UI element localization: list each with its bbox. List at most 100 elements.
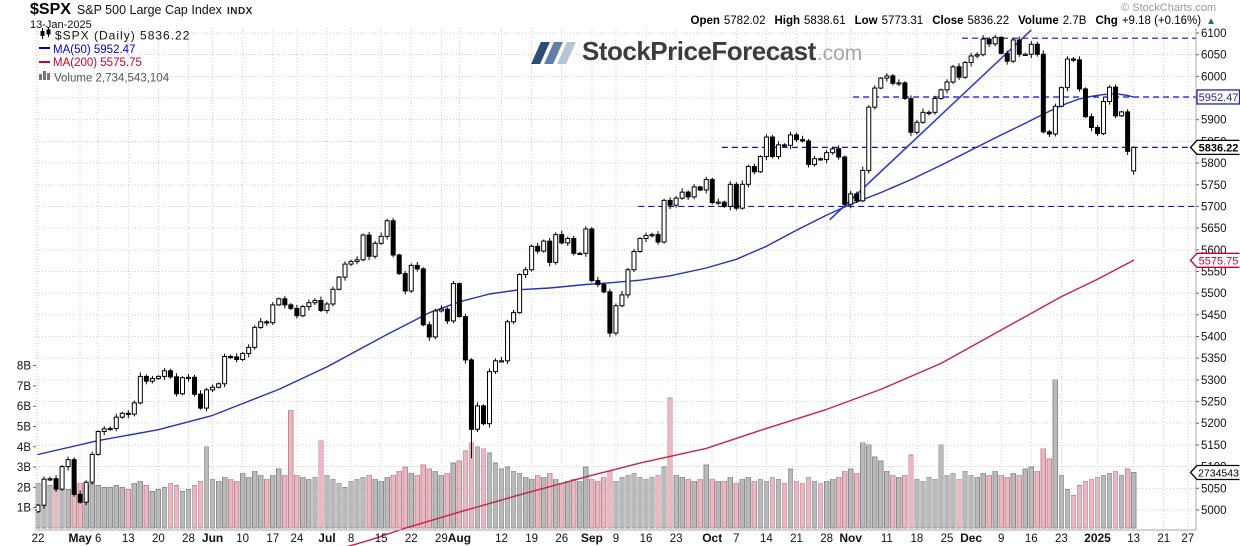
- candle-up: [354, 259, 360, 263]
- candle-up: [47, 478, 53, 481]
- volume-bar: [842, 470, 848, 529]
- volume-bar: [980, 472, 986, 529]
- volume-bar: [884, 470, 890, 529]
- candle-down: [733, 183, 739, 209]
- candle-up: [637, 238, 643, 253]
- watermark-brand: StockPriceForecast: [582, 36, 816, 66]
- candle-up: [896, 82, 902, 85]
- candle-down: [420, 268, 426, 326]
- candle-up: [432, 310, 438, 338]
- candle-up: [703, 179, 709, 191]
- volume-bar: [829, 478, 836, 529]
- volume-bar: [902, 474, 908, 529]
- volume-bar: [444, 472, 451, 529]
- candle-down: [571, 238, 577, 254]
- price-tick-label: 5200: [1201, 418, 1227, 430]
- candle-down: [751, 166, 757, 173]
- candle-down: [143, 375, 149, 382]
- date-tick-label: 9: [998, 533, 1004, 545]
- candle-up: [962, 61, 968, 78]
- date-tick-label: 29: [435, 533, 448, 545]
- volume-bar: [854, 472, 860, 529]
- volume-bar: [1040, 448, 1046, 529]
- volume-bar: [456, 460, 463, 529]
- candle-up: [179, 377, 185, 395]
- candle-up: [342, 263, 348, 278]
- volume-bar: [1106, 472, 1113, 529]
- price-tick-label: 5400: [1201, 332, 1227, 344]
- volume-bar: [318, 440, 324, 529]
- axis-label-box: 5575.75: [1199, 255, 1239, 267]
- grid-horizontal: [36, 32, 1196, 511]
- date-tick-label: 26: [555, 533, 568, 545]
- volume-bar: [197, 480, 204, 529]
- date-tick-label: 16: [1025, 533, 1038, 545]
- candle-down: [366, 234, 372, 257]
- candle-down: [854, 193, 860, 202]
- volume-bar: [823, 480, 830, 529]
- volume-bar: [709, 478, 715, 529]
- candle-up: [932, 97, 938, 113]
- volume-bar: [1034, 470, 1040, 529]
- candle-up: [1052, 105, 1058, 135]
- volume-bar: [968, 474, 974, 529]
- change-label: Chg: [1095, 15, 1118, 27]
- candle-up: [541, 240, 547, 252]
- candle-down: [192, 376, 198, 395]
- date-tick-label: 12: [495, 533, 508, 545]
- legend-ma200-label: MA(200) 5575.75: [53, 57, 142, 69]
- candle-down: [444, 308, 450, 322]
- candle-down: [456, 283, 462, 318]
- volume-bar: [739, 478, 745, 529]
- candle-up: [739, 183, 745, 209]
- candle-up: [186, 376, 191, 379]
- volume-bar: [522, 476, 529, 529]
- volume-bar: [535, 474, 541, 529]
- candle-up: [866, 106, 872, 171]
- candle-up: [775, 144, 781, 158]
- candle-up: [523, 269, 529, 276]
- candle-up: [204, 389, 210, 409]
- candle-up: [860, 169, 866, 202]
- candle-up: [577, 252, 583, 255]
- volume-bar: [703, 464, 709, 529]
- volume-bar: [402, 466, 408, 529]
- price-tick-label: 5000: [1201, 505, 1227, 517]
- candle-up: [306, 302, 312, 308]
- candle-up: [583, 228, 589, 254]
- candle-down: [53, 478, 59, 490]
- candle-down: [462, 316, 468, 361]
- candle-down: [709, 179, 715, 204]
- candle-down: [318, 300, 324, 312]
- volume-bar: [366, 474, 372, 529]
- volume-bar: [270, 474, 276, 529]
- volume-bar: [510, 470, 517, 529]
- candle-down: [998, 36, 1004, 54]
- candle-down: [956, 66, 962, 78]
- open-label: Open: [690, 15, 720, 27]
- candle-up: [65, 459, 71, 468]
- volume-bar: [258, 474, 264, 529]
- volume-bar: [860, 442, 866, 529]
- volume-bar: [697, 478, 703, 529]
- volume-bar: [203, 446, 210, 529]
- volume-bar: [342, 486, 348, 529]
- date-tick-label: 22: [32, 533, 45, 545]
- low-value: 5773.31: [881, 15, 924, 27]
- volume-bar: [655, 474, 661, 529]
- candle-up: [1058, 87, 1064, 107]
- watermark-slashes-icon: [531, 40, 576, 64]
- low-label: Low: [854, 15, 878, 27]
- volume-bar: [408, 472, 414, 529]
- volume-bar: [1088, 478, 1095, 529]
- date-tick-label: 23: [670, 533, 683, 545]
- candle-up: [1101, 101, 1107, 135]
- volume-bar: [360, 476, 366, 529]
- high-label: High: [774, 15, 801, 27]
- price-tick-label: 6100: [1201, 28, 1227, 40]
- date-tick-label: 6: [95, 533, 101, 545]
- volume-bar: [215, 480, 222, 529]
- candle-up: [763, 136, 769, 158]
- ticker-symbol: $SPX: [30, 1, 71, 18]
- volume-bar: [101, 486, 107, 529]
